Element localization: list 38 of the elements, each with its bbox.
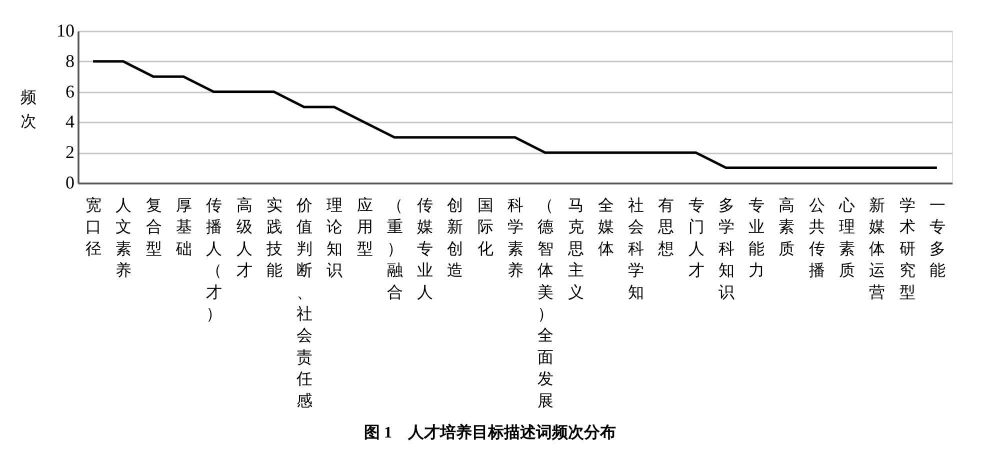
x-tick-label: （重）融合 [386,198,403,302]
y-tick-label: 6 [66,81,74,102]
x-tick-label: 全媒体 [598,198,614,258]
x-tick-label: 专业能力 [748,196,765,280]
y-tick-label: 2 [66,142,74,162]
x-tick-label: 传媒专业人 [417,198,434,302]
x-tick-label: 新媒体运营 [869,196,886,302]
x-tick-label: 学术研究型 [899,196,916,302]
x-tick-label: 人文素养 [116,198,132,280]
line-series [92,60,938,170]
x-tick-label: 高素质 [778,196,795,258]
category-label: 价值判断、社会责任感 [296,198,313,410]
x-tick-label: 社会科学知 [628,196,644,302]
y-axis-title: 频次 [20,90,36,130]
x-tick-label: 高级人才 [236,196,252,280]
y-tick-label: 10 [56,20,74,40]
x-tick-label: 专门人才 [688,196,704,280]
x-tick-label: 心理素质 [838,196,856,280]
text: 图 1 人才培养目标描述词频次分布 [364,422,616,442]
x-tick-label: 实践技能 [265,196,282,280]
x-tick-label: 应用型 [356,196,373,258]
x-tick-label: 国际化 [477,198,494,258]
y-tick-label: 4 [66,112,74,132]
category-label: （德智体美）全面发展 [538,198,554,410]
x-tick-label: 传播人（才） [206,198,222,323]
x-tick-label: 有思想 [657,198,674,258]
x-tick-label: 马克思主义 [566,198,584,302]
x-tick-label: 理论知识 [326,198,343,280]
x-tick-label: 复合型 [146,198,162,258]
x-tick-label: 一专多能 [929,198,946,280]
y-tick-label: 8 [66,50,74,71]
y-tick-label: 0 [66,172,74,192]
x-tick-label: 厚基础 [174,198,192,258]
x-tick-label: 公共传播 [808,198,825,280]
x-tick-label: 多学科知识 [718,196,734,302]
x-tick-label: 创新创造 [447,198,464,280]
x-tick-label: 宽口径 [86,196,102,258]
x-tick-label: 科学素养 [508,196,524,280]
